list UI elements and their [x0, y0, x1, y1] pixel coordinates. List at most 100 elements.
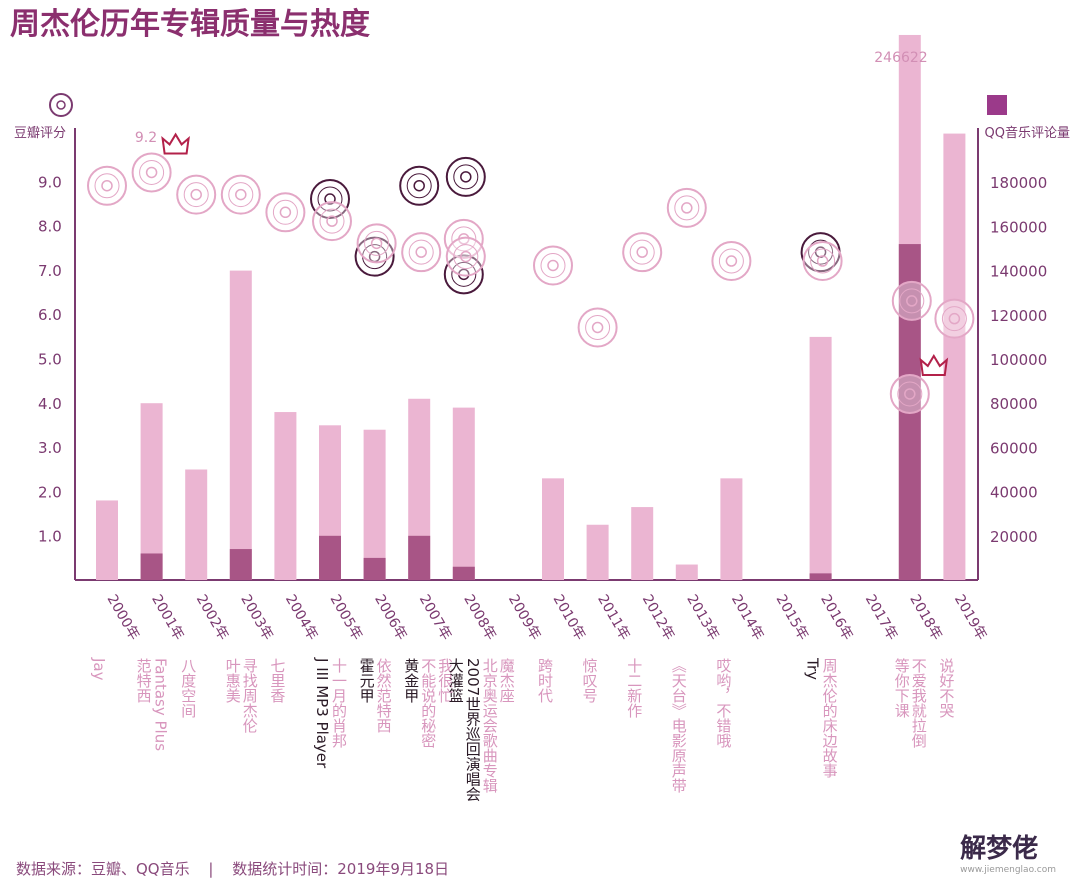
album-label: 十一月的肖邦: [330, 658, 348, 748]
right-tick-label: 60000: [990, 439, 1038, 457]
album-label: 跨时代: [536, 658, 554, 704]
score-disc-ring: [453, 244, 479, 270]
bar-comments: [943, 133, 966, 580]
left-axis-disc-icon-inner: [56, 100, 66, 110]
album-label: 七里香: [268, 658, 286, 703]
score-disc: [401, 232, 442, 273]
score-disc-outer: [533, 245, 573, 286]
bar-comments-inner: [319, 535, 341, 580]
bar-comments: [809, 336, 832, 580]
year-tick-label: 2010年: [550, 592, 589, 643]
watermark-brand: 解梦佬: [960, 834, 1039, 864]
score-disc-outer: [577, 307, 618, 348]
score-disc-ring: [364, 230, 390, 256]
score-disc-hole: [370, 237, 383, 250]
discs-layer: [87, 132, 975, 414]
score-disc-hole: [816, 255, 829, 267]
album-label: 霍元甲: [358, 658, 376, 703]
bar-comments: [140, 403, 163, 580]
score-disc-outer: [622, 232, 663, 273]
score-disc: [802, 241, 843, 282]
score-disc: [533, 245, 573, 286]
score-disc-ring: [94, 173, 120, 199]
score-disc-ring: [897, 381, 923, 407]
score-disc-hole: [681, 202, 693, 214]
bar-comments-inner: [408, 535, 431, 580]
year-tick-label: 2012年: [639, 592, 678, 643]
left-tick-label: 9.0: [38, 173, 62, 191]
bar-comments: [675, 564, 698, 580]
bar-comments: [229, 270, 252, 580]
year-tick-label: 2008年: [460, 592, 499, 643]
score-disc-outer: [176, 174, 217, 215]
right-tick-label: 120000: [990, 307, 1047, 325]
score-disc-hole: [145, 166, 158, 179]
score-disc-outer: [889, 373, 930, 414]
album-label: 魔杰座: [498, 658, 516, 703]
right-tick-label: 180000: [990, 174, 1047, 192]
score-disc-hole: [636, 246, 648, 258]
score-disc-outer: [220, 174, 261, 215]
score-disc: [934, 298, 975, 339]
score-disc-outer: [399, 165, 440, 206]
chart-title: 周杰伦历年专辑质量与热度: [10, 7, 370, 42]
score-disc: [87, 165, 127, 206]
footer-source: 数据来源：豆瓣、QQ音乐: [16, 860, 190, 878]
album-label: 黄金甲: [402, 658, 420, 703]
album-label: 说好不哭: [937, 658, 955, 718]
score-disc-outer: [802, 241, 843, 282]
bar-comments: [586, 524, 609, 580]
score-disc: [445, 236, 486, 277]
year-tick-label: 2018年: [906, 592, 945, 643]
score-disc: [577, 307, 618, 348]
score-disc-outer: [312, 201, 352, 242]
axes: 豆瓣评分 QQ音乐评论量 1.0 2.0 3.0 4.0 5.0 6.0 7.0 8.0 9.0 20…: [14, 93, 1070, 581]
score-disc: [399, 165, 440, 206]
score-disc: [265, 192, 306, 233]
right-tick-label: 160000: [990, 218, 1047, 236]
max-comments-annotation: 246622: [874, 50, 927, 66]
score-disc: [889, 353, 949, 414]
score-disc-outer: [891, 280, 932, 321]
bar-comments: [274, 412, 297, 580]
score-disc-ring: [408, 239, 434, 265]
score-disc-ring: [941, 306, 967, 332]
score-disc-ring: [629, 239, 655, 265]
score-disc-hole: [190, 188, 202, 201]
score-disc-hole: [460, 171, 472, 183]
score-disc-ring: [451, 261, 477, 287]
album-label: 寻找周杰伦: [241, 658, 259, 734]
score-disc-hole: [324, 193, 336, 205]
score-disc-outer: [934, 298, 975, 339]
left-tick-label: 5.0: [38, 351, 62, 369]
score-disc: [220, 174, 261, 215]
album-label: J III MP3 Player: [313, 657, 331, 769]
year-tick-label: 2000年: [104, 592, 143, 643]
footer-date: 数据统计时间：2019年9月18日: [232, 860, 450, 878]
year-tick-label: 2006年: [371, 592, 410, 643]
score-disc-outer: [443, 218, 484, 259]
footer-divider: |: [208, 860, 214, 878]
right-tick-label: 20000: [990, 528, 1038, 546]
right-tick-label: 100000: [990, 351, 1047, 369]
year-tick-label: 2005年: [327, 592, 366, 643]
bars-layer: [96, 34, 966, 580]
score-disc-hole: [904, 388, 916, 400]
score-disc-hole: [235, 188, 247, 201]
album-label: 不爱我就拉倒: [910, 658, 928, 748]
score-disc-hole: [413, 179, 425, 192]
score-disc: [356, 223, 397, 264]
score-disc-hole: [547, 259, 559, 272]
album-label: 等你下课: [893, 657, 911, 718]
score-disc: [131, 132, 190, 193]
album-label: 2007世界巡回演唱会: [464, 658, 482, 801]
score-disc-hole: [101, 179, 113, 192]
album-label: 八度空间: [179, 658, 197, 719]
album-label: 大灌篮: [447, 658, 465, 703]
score-disc-hole: [326, 215, 338, 227]
year-tick-label: 2001年: [148, 592, 187, 643]
left-tick-label: 4.0: [38, 395, 62, 413]
score-disc-hole: [415, 246, 427, 258]
year-tick-label: 2015年: [773, 592, 812, 643]
